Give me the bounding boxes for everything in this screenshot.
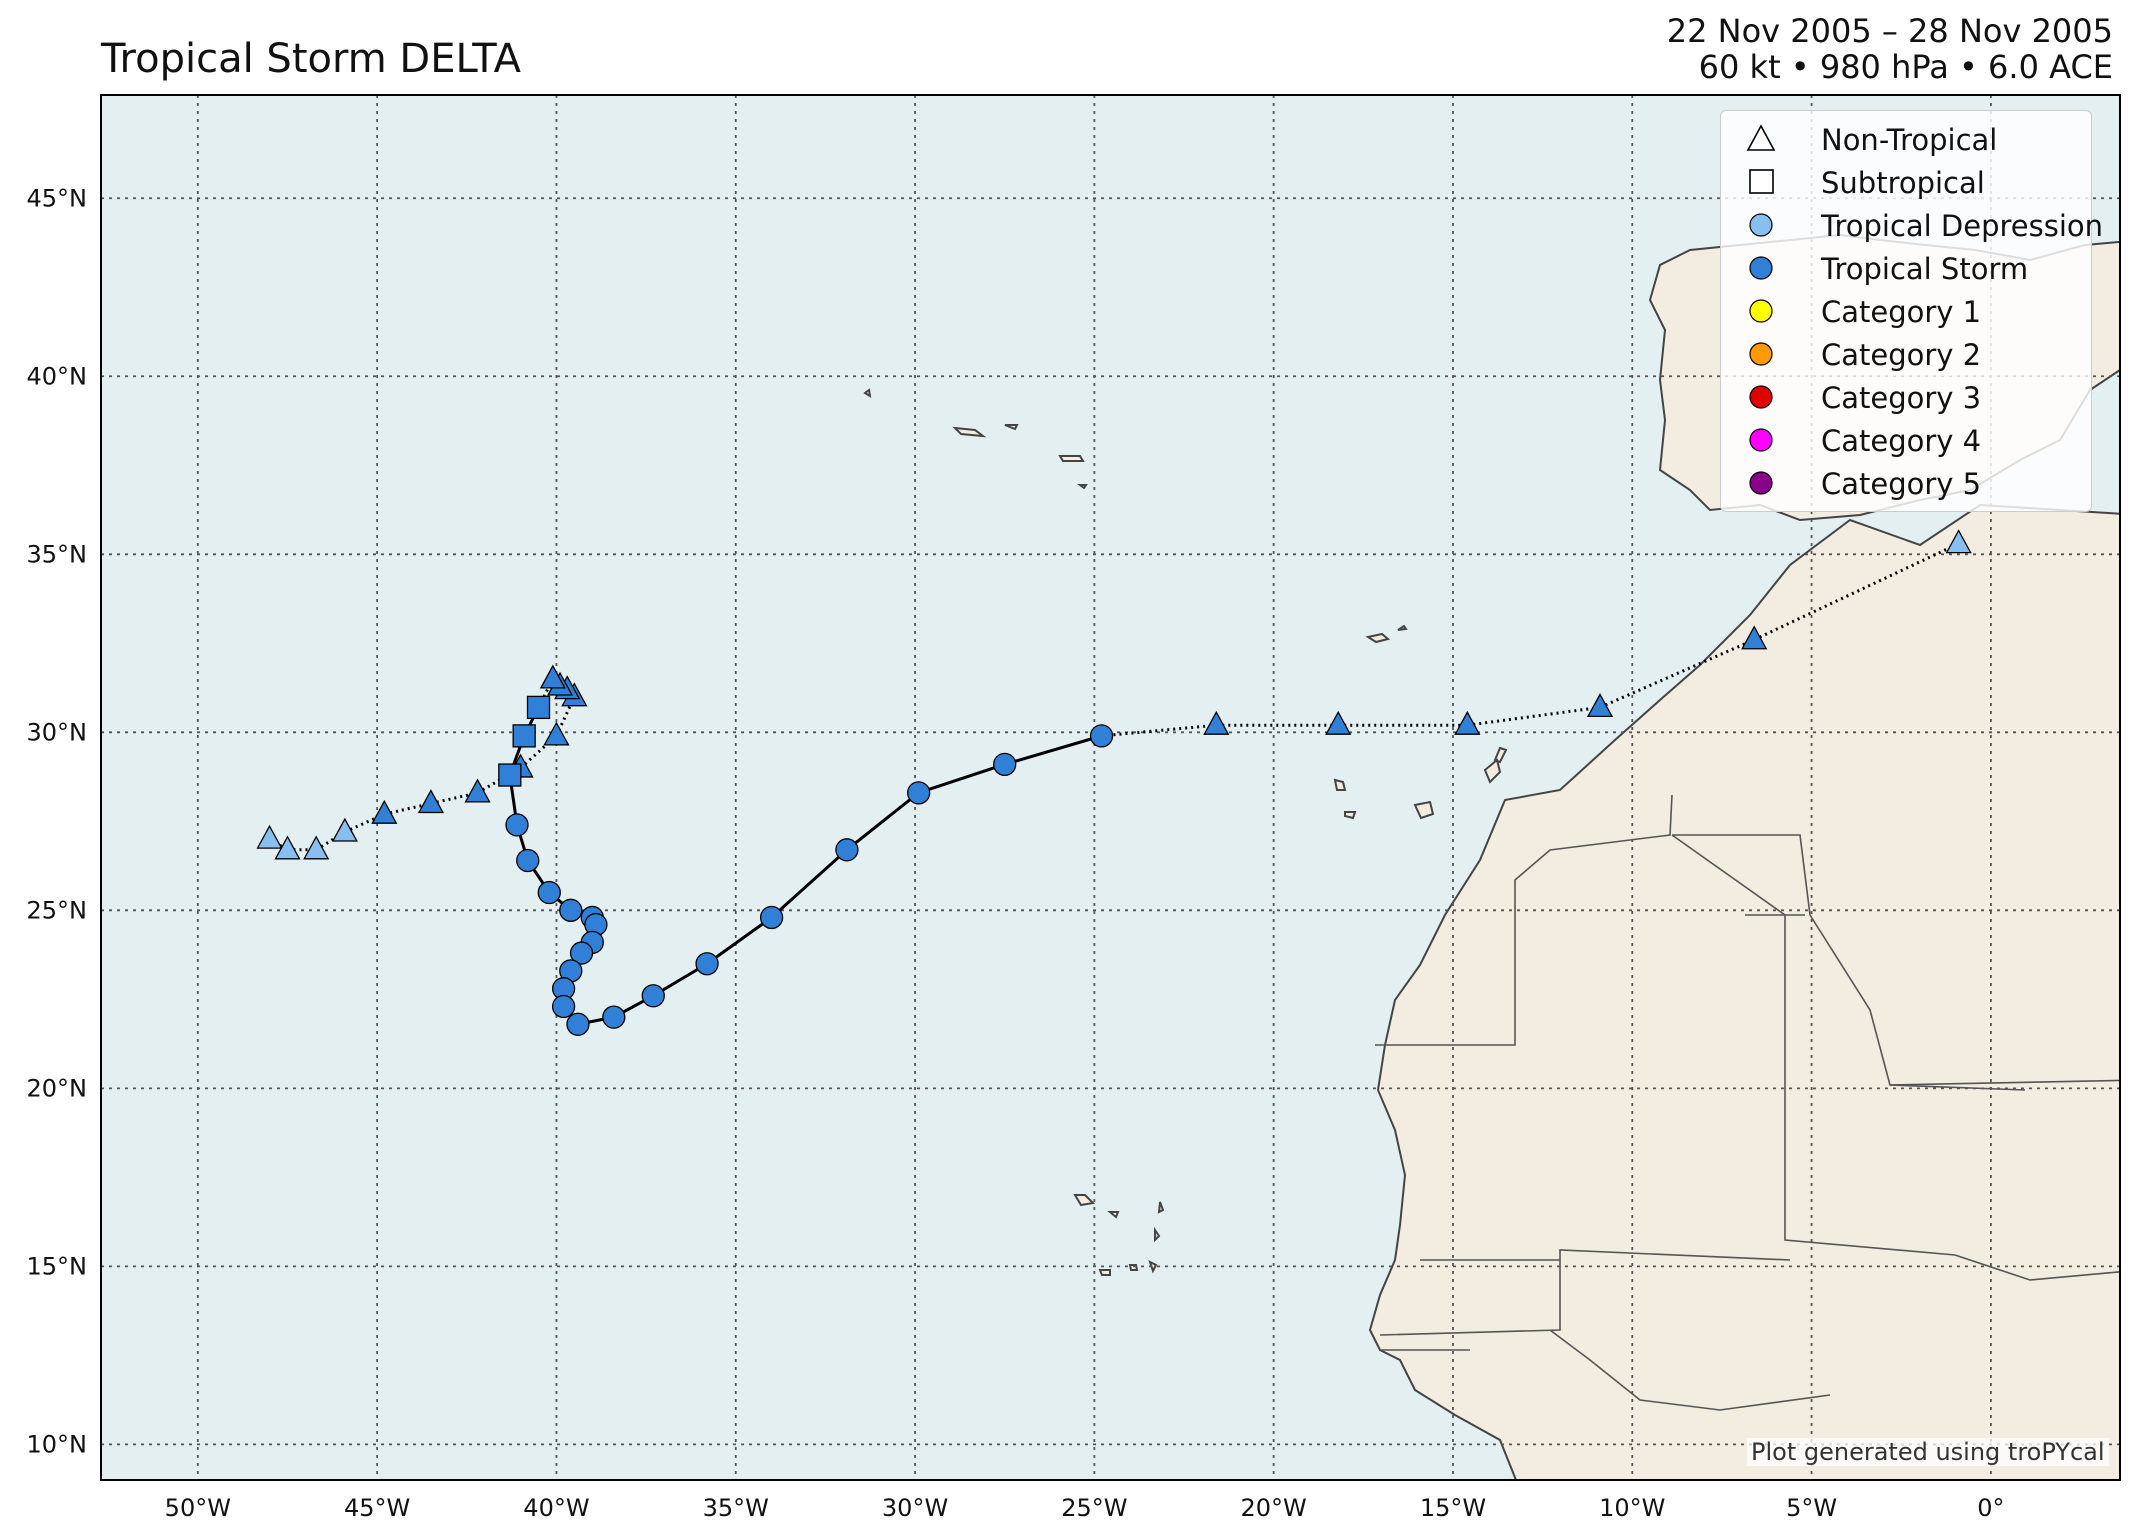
track-point-subtropical (498, 763, 522, 787)
track-point-non-tropical (543, 721, 570, 746)
storm-stats: 60 kt • 980 hPa • 6.0 ACE (1698, 48, 2113, 86)
lon-tick-label: 5°W (1786, 1494, 1837, 1522)
square-icon (1749, 169, 1774, 194)
track-segment (1599, 638, 1755, 709)
track-segment (918, 762, 1006, 795)
track-segment (845, 791, 920, 851)
lon-labels: 50°W 45°W 40°W 35°W 30°W 25°W 20°W 15°W 10°W 5°W 0… (165, 1494, 2005, 1522)
track-point-non-tropical (274, 835, 301, 860)
legend-item-category-3: Category 3 (1721, 377, 2091, 417)
track-segment (430, 791, 478, 805)
track-point-non-tropical (1741, 625, 1768, 650)
track-point-non-tropical (539, 664, 566, 689)
canary-islands (1333, 746, 1508, 820)
circle-icon (1749, 428, 1773, 452)
track-point-non-tropical (371, 799, 398, 824)
track-point-subtropical (512, 724, 536, 748)
track-point-non-tropical (1586, 693, 1614, 718)
track-segment (1004, 734, 1102, 766)
lon-tick-label: 45°W (344, 1494, 410, 1522)
track-point-tropical (569, 941, 594, 965)
track-point-non-tropical (256, 824, 283, 849)
legend-item-tropical-depression: Tropical Depression (1721, 205, 2103, 245)
lat-tick-label: 45°N (27, 184, 88, 212)
lon-tick-label: 40°W (523, 1494, 589, 1522)
lat-tick-label: 10°N (27, 1430, 88, 1458)
track-point-tropical (566, 1012, 590, 1036)
track-segment (706, 916, 773, 965)
gridlines (101, 95, 2120, 1480)
track-point-non-tropical (303, 835, 330, 860)
lat-labels: 45°N 40°N 35°N 30°N 25°N 20°N 15°N 10°N (27, 184, 88, 1458)
madeira-islands (1365, 624, 1408, 644)
azores-islands (863, 388, 1088, 490)
track-point-non-tropical (331, 817, 358, 842)
track-segment (1101, 723, 1217, 738)
lon-tick-label: 0° (1977, 1494, 2004, 1522)
track-points (256, 529, 1972, 1036)
track-point-tropical (993, 752, 1017, 777)
track-point-tropical (505, 813, 529, 837)
track-point-subtropical (526, 695, 551, 720)
lon-tick-label: 50°W (165, 1494, 231, 1522)
track-segment (1753, 542, 1960, 642)
lat-tick-label: 20°N (27, 1074, 88, 1102)
lon-tick-label: 35°W (703, 1494, 769, 1522)
lon-tick-label: 30°W (882, 1494, 948, 1522)
track-point-tropical (906, 781, 931, 805)
map-frame (100, 94, 2121, 1481)
date-range: 22 Nov 2005 – 28 Nov 2005 (1666, 12, 2113, 50)
lon-tick-label: 10°W (1599, 1494, 1665, 1522)
lat-tick-label: 25°N (27, 896, 88, 924)
legend-item-non-tropical: Non-Tropical (1721, 119, 2091, 159)
track-segment (519, 734, 558, 770)
track-point-tropical (559, 898, 583, 922)
track-point-non-tropical (417, 789, 445, 814)
track-point-tropical (516, 848, 540, 873)
lon-tick-label: 25°W (1061, 1494, 1127, 1522)
lat-tick-label: 30°N (27, 718, 88, 746)
circle-icon (1749, 385, 1773, 409)
legend-item-category-5: Category 5 (1721, 463, 2091, 503)
lon-tick-label: 15°W (1420, 1494, 1486, 1522)
track-point-tropical (602, 1005, 626, 1029)
lat-tick-label: 15°N (27, 1252, 88, 1280)
legend-item-category-4: Category 4 (1721, 420, 2091, 460)
cape-verde-islands (1073, 1194, 1165, 1276)
track-point-non-tropical (1454, 710, 1481, 735)
lat-tick-label: 40°N (27, 362, 88, 390)
storm-title: Tropical Storm DELTA (101, 36, 521, 82)
circle-icon (1749, 299, 1773, 323)
track-point-tropical (641, 984, 665, 1008)
lon-tick-label: 20°W (1241, 1494, 1307, 1522)
triangle-icon (1746, 124, 1776, 151)
legend-item-tropical-storm: Tropical Storm (1721, 248, 2091, 288)
circle-icon (1749, 471, 1773, 495)
track-point-tropical (835, 838, 859, 862)
lat-tick-label: 35°N (27, 540, 88, 568)
track-segment (1467, 705, 1601, 727)
circle-icon (1749, 213, 1773, 237)
credit-text: Plot generated using troPYcal (1747, 1438, 2109, 1466)
legend: Non-Tropical Subtropical Tropical Depres… (1720, 110, 2103, 512)
track-point-tropical (759, 905, 784, 930)
track-point-tropical (695, 952, 719, 976)
circle-icon (1749, 342, 1773, 366)
track-point-non-tropical (1203, 710, 1230, 735)
track-point-non-tropical (1325, 710, 1352, 735)
circle-icon (1749, 256, 1773, 280)
track-segment (383, 802, 432, 816)
track-segment (770, 848, 848, 919)
track-point-tropical (537, 880, 561, 905)
legend-item-category-2: Category 2 (1721, 334, 2091, 374)
track-point-non-tropical (1945, 529, 1972, 554)
track-point-tropical (1089, 724, 1114, 748)
track-point-non-tropical (464, 778, 491, 803)
track-point-tropical (551, 994, 576, 1019)
country-borders (1375, 794, 2120, 1411)
legend-item-category-1: Category 1 (1721, 291, 2091, 331)
legend-item-subtropical: Subtropical (1721, 162, 2091, 202)
